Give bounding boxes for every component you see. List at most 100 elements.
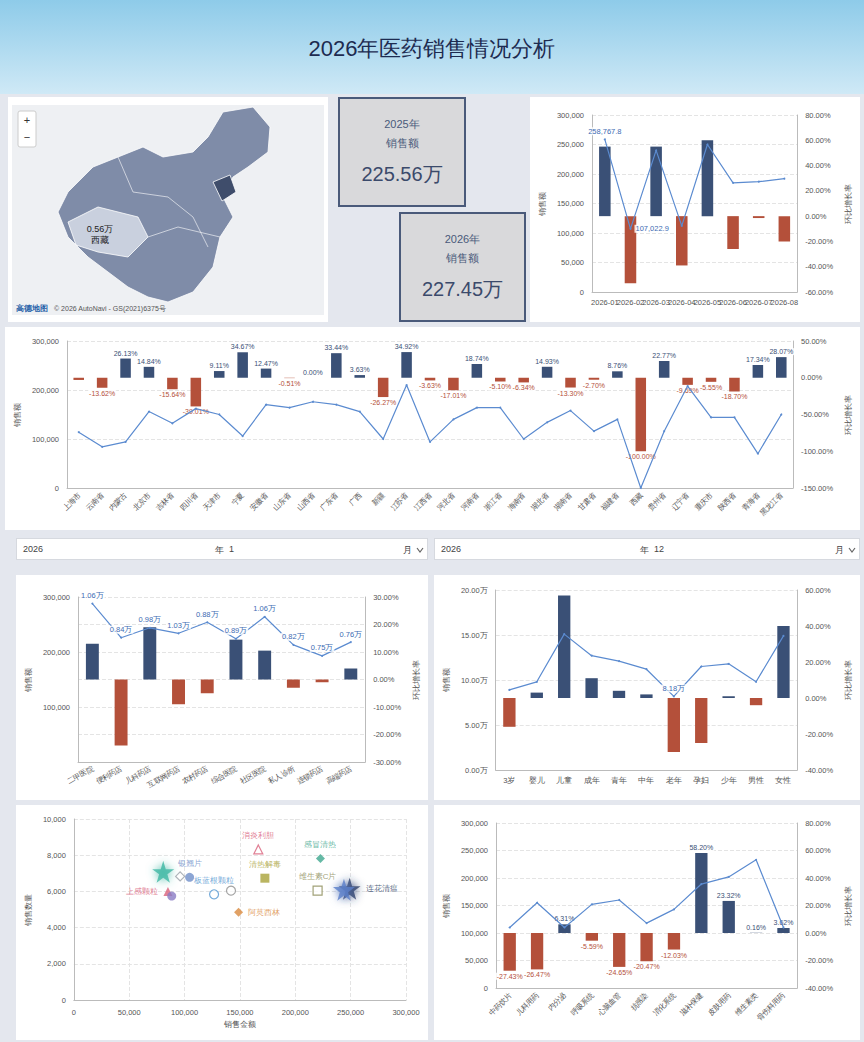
svg-text:二甲医院: 二甲医院 [66,764,95,786]
svg-text:20.00%: 20.00% [805,901,831,910]
svg-text:0.75万: 0.75万 [311,643,334,652]
svg-text:© 2026 AutoNavi - GS(2021)6375: © 2026 AutoNavi - GS(2021)6375号 [54,305,166,313]
svg-text:2026-06: 2026-06 [719,298,747,307]
svg-text:内蒙古: 内蒙古 [108,491,129,512]
svg-text:0.00%: 0.00% [303,369,323,376]
svg-text:销售额: 销售额 [538,192,547,217]
svg-text:0.89万: 0.89万 [225,626,248,635]
svg-text:-40.00%: -40.00% [805,766,833,775]
svg-text:连花清瘟: 连花清瘟 [366,884,398,893]
svg-text:江西省: 江西省 [412,491,433,512]
svg-text:10,000: 10,000 [43,815,66,824]
svg-text:80.00%: 80.00% [805,111,831,120]
svg-text:-50.00%: -50.00% [801,410,829,419]
svg-text:-13.30%: -13.30% [557,390,583,397]
svg-text:26.13%: 26.13% [114,350,138,357]
svg-text:+: + [24,114,30,126]
svg-text:-17.01%: -17.01% [440,392,466,399]
svg-text:80.00%: 80.00% [805,819,831,828]
svg-text:33.44%: 33.44% [324,344,348,351]
svg-text:维生素类: 维生素类 [733,991,759,1017]
svg-text:20.00%: 20.00% [373,620,399,629]
svg-text:9.11%: 9.11% [210,362,229,369]
svg-text:150,000: 150,000 [461,901,488,910]
svg-text:清热解毒: 清热解毒 [249,860,281,869]
svg-text:辽宁省: 辽宁省 [670,491,691,512]
svg-text:儿科用药: 儿科用药 [514,991,540,1017]
svg-text:综合医院: 综合医院 [209,764,238,786]
svg-text:250,000: 250,000 [337,1008,364,1017]
svg-text:广西: 广西 [347,491,363,507]
svg-text:100,000: 100,000 [171,1008,198,1017]
svg-text:滋补保健: 滋补保健 [678,991,704,1017]
svg-text:成年: 成年 [584,776,600,785]
svg-text:23.32%: 23.32% [717,892,741,899]
svg-text:-12.03%: -12.03% [661,952,687,959]
svg-text:-2.70%: -2.70% [583,382,605,389]
svg-text:西藏: 西藏 [91,235,109,245]
svg-text:300,000: 300,000 [461,819,488,828]
svg-text:258,767.8: 258,767.8 [588,127,621,136]
svg-text:-60.00%: -60.00% [805,288,833,297]
svg-text:心脑血管: 心脑血管 [596,991,623,1018]
svg-text:农村药店: 农村药店 [181,764,210,786]
svg-text:300,000: 300,000 [43,593,70,602]
svg-text:抗感染: 抗感染 [629,991,650,1012]
svg-text:-24.65%: -24.65% [606,969,632,976]
svg-text:60.00%: 60.00% [805,846,831,855]
svg-text:20.00%: 20.00% [805,186,831,195]
svg-text:22.77%: 22.77% [652,352,676,359]
svg-text:30.00%: 30.00% [373,593,399,602]
svg-text:-15.64%: -15.64% [159,391,185,398]
svg-text:0.76万: 0.76万 [340,630,363,639]
svg-text:-20.00%: -20.00% [805,730,833,739]
svg-text:河北省: 河北省 [435,491,456,512]
svg-text:销售额: 销售额 [442,894,451,919]
svg-text:销售额: 销售额 [24,668,33,693]
svg-text:150,000: 150,000 [226,1008,253,1017]
svg-text:高德地图: 高德地图 [16,303,48,313]
svg-text:甘肃省: 甘肃省 [576,491,597,512]
svg-text:宁夏: 宁夏 [230,491,246,507]
svg-text:-20.00%: -20.00% [805,956,833,965]
svg-text:消炎利胆: 消炎利胆 [242,831,274,840]
svg-text:0.56万: 0.56万 [87,224,114,234]
svg-text:2026-03: 2026-03 [642,298,670,307]
svg-text:150,000: 150,000 [557,199,584,208]
svg-text:黑龙江省: 黑龙江省 [758,491,784,517]
svg-text:感冒清热: 感冒清热 [304,840,336,849]
svg-text:销售额: 销售额 [13,403,22,428]
svg-text:-20.00%: -20.00% [805,237,833,246]
svg-text:2026-05: 2026-05 [694,298,722,307]
svg-text:江苏省: 江苏省 [389,491,410,512]
svg-text:社区医院: 社区医院 [238,764,267,786]
svg-text:银翘片: 银翘片 [177,859,202,868]
svg-text:0.00%: 0.00% [805,929,827,938]
svg-text:-9.69%: -9.69% [677,387,699,394]
svg-text:西藏: 西藏 [628,491,644,507]
svg-text:2026-08: 2026-08 [771,298,799,307]
svg-text:销售数量: 销售数量 [24,894,33,927]
svg-text:100,000: 100,000 [32,435,59,444]
svg-text:维生素C片: 维生素C片 [299,872,337,881]
svg-text:250,000: 250,000 [461,846,488,855]
svg-text:200,000: 200,000 [43,648,70,657]
svg-text:浙江省: 浙江省 [482,491,503,512]
svg-text:上海市: 上海市 [61,491,82,512]
svg-text:0.82万: 0.82万 [282,632,305,641]
svg-text:1.03万: 1.03万 [167,621,190,630]
svg-text:阿莫西林: 阿莫西林 [248,908,280,917]
svg-text:连锁药店: 连锁药店 [296,764,325,786]
svg-text:销售金额: 销售金额 [223,1020,256,1029]
svg-text:300,000: 300,000 [557,111,584,120]
svg-text:-18.70%: -18.70% [721,393,747,400]
svg-text:骨伤科用药: 骨伤科用药 [756,991,787,1022]
svg-text:0.00%: 0.00% [801,373,823,382]
svg-text:湖南省: 湖南省 [552,491,573,512]
svg-text:300,000: 300,000 [32,337,59,346]
svg-text:3.63%: 3.63% [350,366,370,373]
svg-text:40.00%: 40.00% [805,161,831,170]
svg-text:-20.47%: -20.47% [634,963,660,970]
svg-text:100,000: 100,000 [43,703,70,712]
svg-text:10.00%: 10.00% [373,648,399,657]
